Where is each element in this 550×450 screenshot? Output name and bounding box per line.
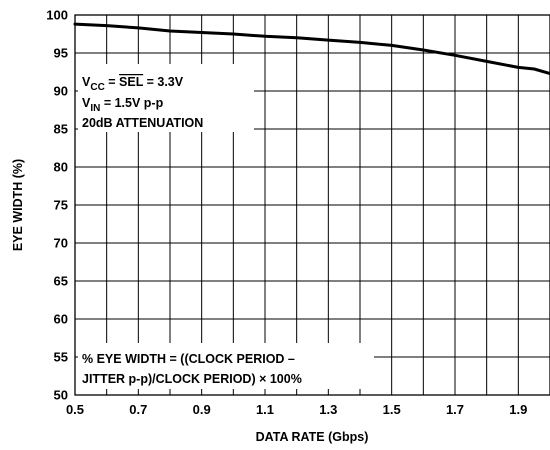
x-tick-label: 1.1 (256, 402, 274, 417)
tick-label-layer: 50 55 60 65 70 75 80 85 90 95 100 0.5 0.7 0.9 1.1 1.3 1.… (46, 8, 527, 418)
vcc-sub: CC (90, 82, 104, 93)
y-tick-label: 60 (54, 312, 68, 327)
y-axis-title: EYE WIDTH (%) (11, 159, 25, 251)
annotation-vin: VIN = 1.5V p-p (82, 96, 164, 114)
x-tick-label: 1.7 (446, 402, 464, 417)
x-tick-label: 1.5 (383, 402, 401, 417)
x-tick-label: 0.9 (193, 402, 211, 417)
eye-width-curve (73, 22, 550, 75)
y-tick-label: 70 (54, 236, 68, 251)
conditions-box (78, 64, 254, 132)
x-axis-title: DATA RATE (Gbps) (256, 430, 369, 444)
annotation-vcc: VCC = SEL = 3.3V (82, 75, 184, 93)
plot-frame (74, 14, 550, 396)
formula-box (78, 343, 374, 389)
y-tick-label: 50 (54, 388, 68, 403)
x-tick-label: 0.7 (129, 402, 147, 417)
y-tick-label: 55 (54, 350, 68, 365)
vin-v: V (82, 96, 91, 110)
y-tick-label: 80 (54, 160, 68, 175)
vcc-eq: = (105, 75, 119, 89)
vcc-value: = 3.3V (143, 75, 184, 89)
vcc-v: V (82, 75, 91, 89)
vin-value: = 1.5V p-p (100, 96, 163, 110)
annotation-attenuation: 20dB ATTENUATION (82, 116, 203, 130)
y-tick-label: 85 (54, 122, 68, 137)
y-tick-label: 95 (54, 46, 68, 61)
formula-line-1: % EYE WIDTH = ((CLOCK PERIOD – (82, 352, 295, 366)
formula-line-2: JITTER p-p)/CLOCK PERIOD) × 100% (82, 372, 302, 386)
x-tick-label: 0.5 (66, 402, 84, 417)
y-tick-label: 100 (46, 8, 68, 23)
y-tick-label: 90 (54, 84, 68, 99)
y-tick-label: 75 (54, 198, 68, 213)
x-tick-label: 1.3 (319, 402, 337, 417)
curve-layer (73, 22, 550, 75)
vin-sub: IN (90, 103, 100, 114)
sel-label: SEL (119, 75, 144, 89)
y-tick-label: 65 (54, 274, 68, 289)
x-tick-label: 1.9 (509, 402, 527, 417)
